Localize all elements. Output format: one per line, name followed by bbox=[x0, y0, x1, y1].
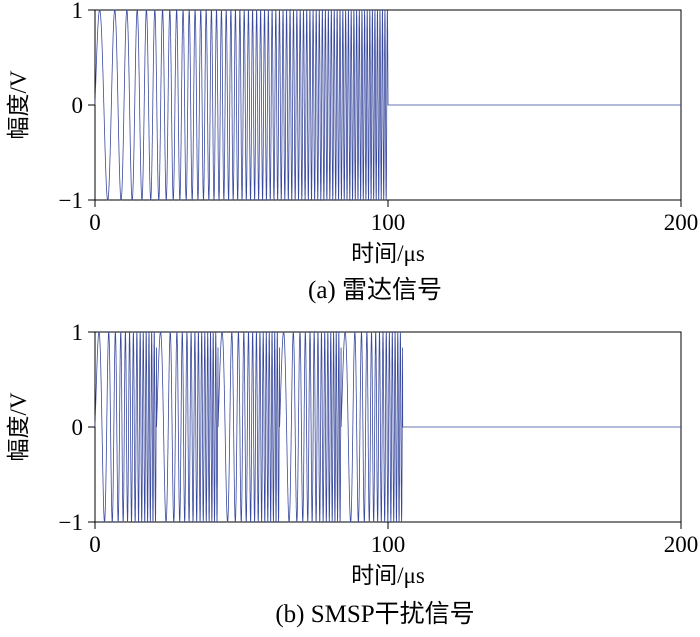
y-tick-label: 1 bbox=[72, 0, 84, 23]
y-tick-label: −1 bbox=[59, 510, 83, 535]
y-tick-label: −1 bbox=[59, 188, 83, 213]
x-tick-label: 200 bbox=[664, 532, 699, 557]
x-tick-label: 100 bbox=[371, 532, 406, 557]
x-tick-label: 200 bbox=[664, 210, 699, 235]
chart-caption: (a) 雷达信号 bbox=[308, 276, 442, 304]
y-tick-label: 1 bbox=[72, 322, 84, 345]
y-axis-label: 幅度/V bbox=[6, 70, 31, 139]
chart-smsp-jamming-signal: 幅度/V 1 0 −1 0 100 200 时间/μs (b) SMSP干扰信号 bbox=[6, 322, 699, 628]
x-tick-label: 100 bbox=[371, 210, 406, 235]
y-tick-label: 0 bbox=[72, 415, 84, 440]
waveform-line bbox=[94, 330, 681, 524]
chart-radar-signal: 幅度/V 1 0 −1 0 100 200 时间/μs (a) 雷达信号 bbox=[6, 0, 699, 304]
x-axis-label: 时间/μs bbox=[351, 241, 425, 266]
y-axis-label: 幅度/V bbox=[6, 392, 31, 461]
x-axis-label: 时间/μs bbox=[351, 563, 425, 588]
y-tick-label: 0 bbox=[72, 93, 84, 118]
waveform-line bbox=[94, 8, 681, 202]
x-tick-label: 0 bbox=[89, 210, 101, 235]
chart-caption: (b) SMSP干扰信号 bbox=[275, 600, 474, 628]
x-tick-label: 0 bbox=[89, 532, 101, 557]
